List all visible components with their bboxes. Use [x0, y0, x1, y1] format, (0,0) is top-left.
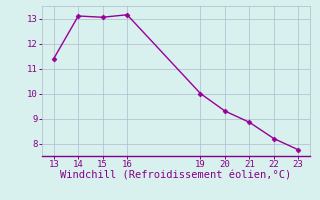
- X-axis label: Windchill (Refroidissement éolien,°C): Windchill (Refroidissement éolien,°C): [60, 171, 292, 181]
